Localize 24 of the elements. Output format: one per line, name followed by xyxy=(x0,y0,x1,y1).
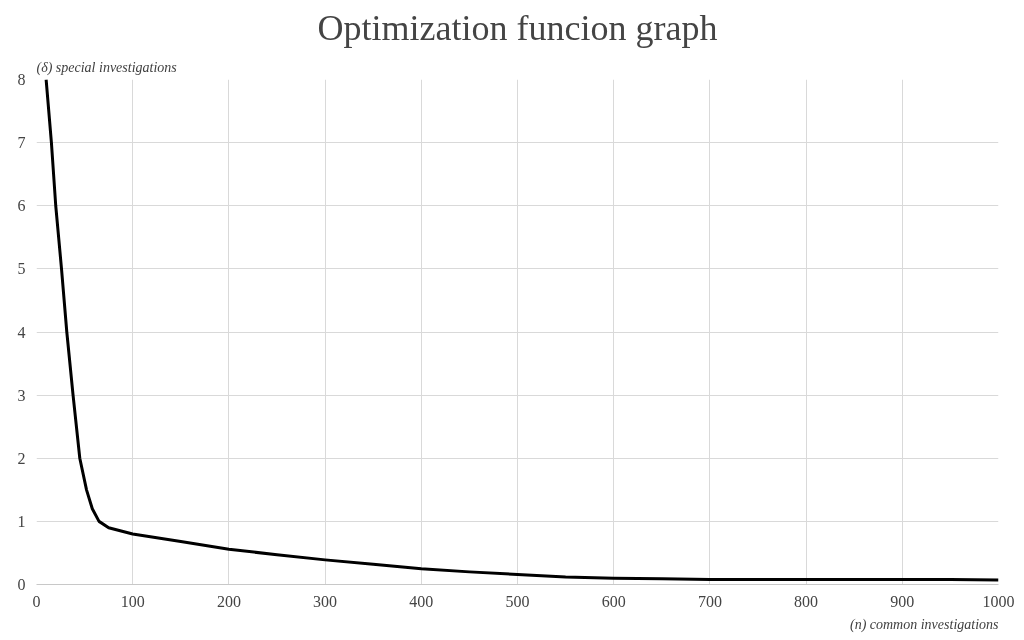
y-tick-label: 2 xyxy=(17,449,26,467)
y-axis-title: (δ) special investigations xyxy=(36,59,178,76)
x-tick-label: 500 xyxy=(505,592,530,610)
y-tick-label: 0 xyxy=(17,576,26,593)
x-tick-label: 200 xyxy=(216,592,241,610)
x-tick-label: 100 xyxy=(120,592,145,610)
y-tick-label: 7 xyxy=(17,134,26,152)
y-tick-label: 5 xyxy=(17,260,26,278)
line-series xyxy=(44,79,999,582)
x-axis-title: (n) common investigations xyxy=(849,616,1000,633)
y-tick-label: 6 xyxy=(17,197,26,215)
y-tick-label: 8 xyxy=(17,71,26,88)
x-tick-label: 800 xyxy=(794,592,819,610)
x-tick-label: 400 xyxy=(409,592,434,610)
chart-title: Optimization funcion graph xyxy=(317,7,718,48)
y-tick-label: 3 xyxy=(17,386,26,404)
y-tick-label: 4 xyxy=(17,323,26,341)
x-tick-label: 300 xyxy=(313,592,338,610)
x-tick-label: 900 xyxy=(890,592,915,610)
x-tick-label: 700 xyxy=(697,592,722,610)
y-tick-label: 1 xyxy=(17,512,26,530)
x-tick-label: 1000 xyxy=(982,592,1015,610)
x-tick-label: 0 xyxy=(32,592,41,610)
x-tick-label: 600 xyxy=(601,592,626,610)
